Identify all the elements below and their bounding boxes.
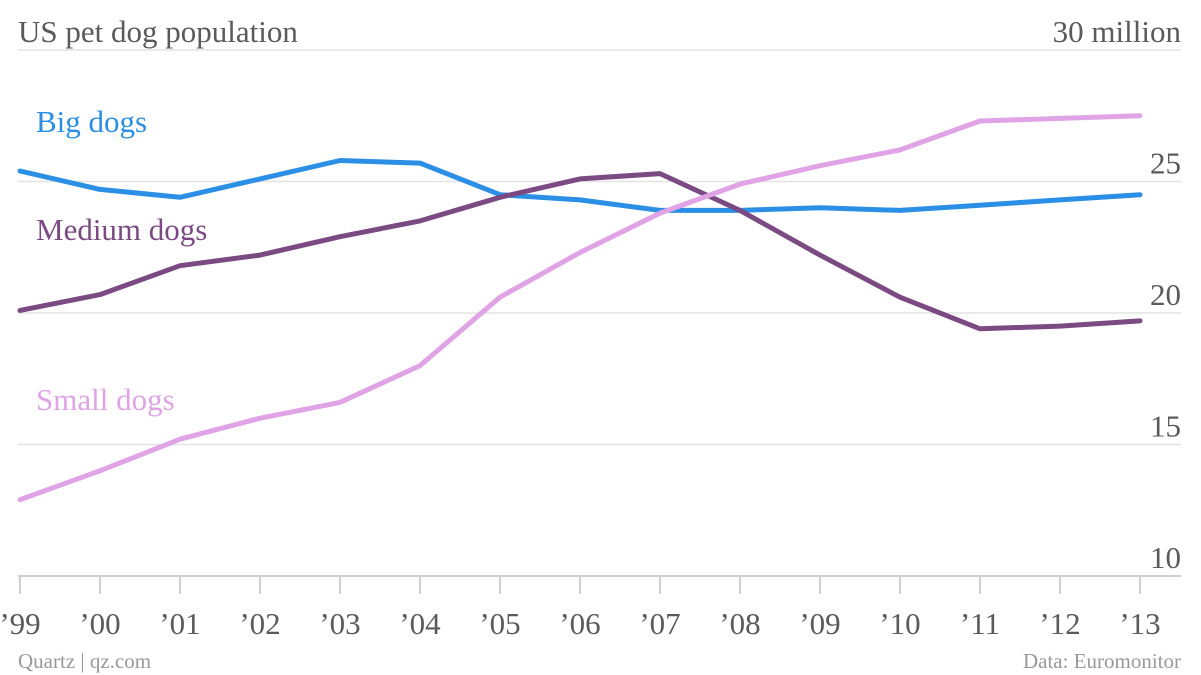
x-tick-label: ’13 [1119,606,1160,641]
x-tick-label: ’08 [719,606,760,641]
x-tick-label: ’04 [399,606,441,641]
y-axis-top-label: 30 million [1053,14,1182,49]
x-tick-label: ’03 [319,606,360,641]
y-tick-label-10: 10 [1150,540,1181,575]
series-label-big-dogs: Big dogs [36,104,147,139]
chart-title: US pet dog population [18,14,298,49]
series-label-medium-dogs: Medium dogs [36,212,207,247]
series-label-small-dogs: Small dogs [36,382,175,417]
x-tick-label: ’05 [479,606,520,641]
footer-credit: Quartz | qz.com [18,649,151,673]
x-tick-label: ’11 [960,606,1000,641]
y-tick-label-25: 25 [1150,146,1181,181]
series-line-big-dogs [17,158,1143,213]
series-labels: Big dogs Medium dogs Small dogs [36,104,207,417]
x-axis: ’99 ’00 ’01 ’02 ’03 ’04 ’05 ’06 ’07 ’08 ’09 ’10 ’11 ’… [0,576,1161,641]
series-line-small-dogs [17,113,1143,503]
x-tick-label: ’01 [159,606,200,641]
x-tick-label: ’12 [1039,606,1080,641]
series-lines [17,113,1143,503]
x-tick-label: ’02 [239,606,280,641]
series-line-medium-dogs [17,171,1143,332]
x-tick-label: ’00 [79,606,120,641]
gridlines [18,49,1181,577]
x-tick-label: ’09 [799,606,840,641]
y-tick-labels: 10 15 20 25 [1150,146,1181,576]
x-tick-label: ’06 [559,606,600,641]
x-tick-label: ’99 [0,606,41,641]
x-tick-label: ’10 [879,606,920,641]
y-tick-label-15: 15 [1150,409,1181,444]
footer-source: Data: Euromonitor [1023,649,1181,673]
x-tick-label: ’07 [639,606,680,641]
y-tick-label-20: 20 [1150,277,1181,312]
